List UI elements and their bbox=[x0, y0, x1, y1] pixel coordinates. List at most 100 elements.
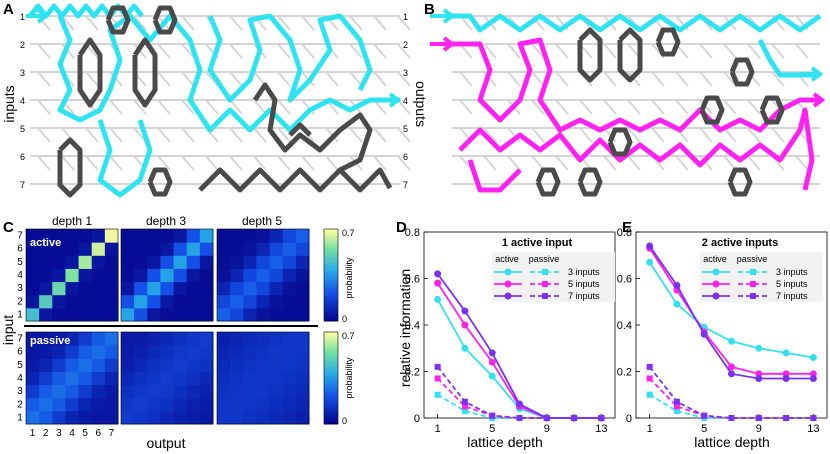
heatmap-cell bbox=[147, 371, 161, 386]
heatmap-cell bbox=[217, 242, 231, 256]
heatmap-cell bbox=[91, 332, 106, 346]
lattice-a-out-label-4: 4 bbox=[403, 96, 408, 106]
heatmap-cell bbox=[282, 358, 297, 372]
colorbar-step bbox=[324, 414, 338, 418]
heatmap-cell bbox=[230, 332, 244, 346]
heatmap-cell bbox=[243, 384, 257, 399]
heatmap-cell bbox=[217, 410, 231, 425]
legend-marker-passive bbox=[750, 281, 756, 287]
heatmap-cell bbox=[160, 255, 175, 269]
heatmap-xtick: 7 bbox=[109, 428, 115, 439]
lattice-grid-line bbox=[483, 43, 497, 59]
heatmap-cell bbox=[91, 229, 106, 243]
heatmap-cell bbox=[295, 268, 310, 283]
chart-xtick-label: 5 bbox=[489, 423, 495, 435]
lattice-grid-line bbox=[747, 99, 761, 115]
lattice-grid-line bbox=[397, 155, 411, 171]
lattice-grid-line bbox=[109, 127, 123, 143]
lattice-a-out-label-2: 2 bbox=[403, 40, 408, 50]
lattice-grid-line bbox=[747, 155, 761, 171]
heatmap-cell bbox=[104, 307, 119, 322]
lattice-grid-line bbox=[771, 43, 785, 59]
heatmap-cell bbox=[147, 358, 161, 372]
chart-xtick-label: 13 bbox=[807, 423, 819, 435]
lattice-grid-line bbox=[37, 43, 51, 59]
colorbar-step bbox=[324, 309, 338, 313]
legend-label: 3 inputs bbox=[776, 267, 808, 277]
heatmap-cell bbox=[147, 242, 161, 256]
heatmap-cell bbox=[78, 281, 93, 296]
colorbar-step bbox=[324, 384, 338, 388]
heatmap-cell bbox=[78, 242, 93, 256]
heatmap-cell bbox=[173, 242, 188, 256]
lattice-grid-line bbox=[253, 127, 267, 143]
lattice-grid-line bbox=[253, 155, 267, 171]
heatmap-cell bbox=[282, 345, 297, 359]
data-point-active bbox=[646, 242, 654, 250]
heatmap-cell bbox=[39, 410, 53, 425]
legend-label: 5 inputs bbox=[568, 279, 600, 289]
heatmap-cell bbox=[199, 268, 214, 283]
heatmap-cell bbox=[121, 371, 135, 386]
heatmap-cell bbox=[104, 371, 119, 386]
heatmap-cell bbox=[134, 358, 148, 372]
lattice-grid-line bbox=[459, 99, 473, 115]
lattice-grid-line bbox=[229, 127, 243, 143]
heatmap-cell bbox=[26, 307, 40, 322]
heatmap-cell bbox=[91, 345, 106, 359]
data-point-active bbox=[461, 321, 469, 329]
chart-ytick-label: 0 bbox=[626, 413, 632, 425]
heatmap-cell bbox=[121, 358, 135, 372]
heatmap-cell bbox=[269, 410, 284, 425]
heatmap-cell bbox=[121, 332, 135, 346]
colorbar-step bbox=[324, 231, 338, 235]
data-point-active bbox=[461, 344, 469, 352]
lattice-grid-line bbox=[507, 127, 521, 143]
heatmap-cell bbox=[243, 242, 257, 256]
heatmap-ytick: 5 bbox=[17, 360, 23, 371]
heatmap-ytick: 1 bbox=[17, 412, 23, 423]
heatmap-cell bbox=[147, 345, 161, 359]
chart-ytick-label: 0.8 bbox=[617, 227, 632, 239]
heatmap-cell bbox=[186, 255, 201, 269]
colorbar-step bbox=[324, 417, 338, 420]
heatmap-cell bbox=[199, 281, 214, 296]
lattice-path-cyan bbox=[57, 13, 400, 133]
colorbar-step bbox=[324, 238, 338, 241]
colorbar-step bbox=[324, 268, 338, 271]
heatmap-cell bbox=[39, 268, 53, 283]
heatmap-cell bbox=[199, 345, 214, 359]
heatmap-cell bbox=[26, 371, 40, 386]
data-point-passive bbox=[434, 391, 441, 398]
heatmap-cell bbox=[269, 332, 284, 346]
heatmap-frame bbox=[25, 331, 119, 425]
heatmap-cell bbox=[243, 345, 257, 359]
heatmap-cell bbox=[160, 358, 175, 372]
colorbar-step bbox=[324, 288, 338, 292]
heatmap-cell bbox=[230, 397, 244, 412]
lattice-a-paths bbox=[28, 3, 400, 198]
lattice-grid-line bbox=[37, 155, 51, 171]
heatmap-cell bbox=[121, 410, 135, 425]
chart-xtick-label: 9 bbox=[756, 423, 762, 435]
heatmap-cell bbox=[282, 307, 297, 322]
lattice-path-cyan bbox=[207, 13, 373, 103]
lattice-a-row-label-5: 5 bbox=[20, 124, 25, 134]
lattice-grid-line bbox=[301, 43, 315, 59]
colorbar-step bbox=[324, 235, 338, 239]
heatmap-cell bbox=[39, 332, 53, 346]
lattice-grid-line bbox=[373, 127, 387, 143]
legend-marker-active bbox=[504, 292, 512, 300]
heatmap-cell bbox=[173, 255, 188, 269]
heatmap-cell bbox=[26, 281, 40, 296]
legend-box bbox=[700, 252, 823, 302]
chart-xtick-label: 9 bbox=[544, 423, 550, 435]
heatmap-cell bbox=[256, 255, 271, 269]
lattice-grid-line bbox=[723, 155, 737, 171]
inputs-axis-label: inputs bbox=[1, 85, 17, 122]
heatmap-cell bbox=[78, 255, 93, 269]
colorbar-step bbox=[324, 336, 338, 340]
colorbar-step bbox=[324, 405, 338, 409]
legend-marker-passive bbox=[542, 293, 548, 299]
data-point-passive bbox=[516, 415, 523, 421]
